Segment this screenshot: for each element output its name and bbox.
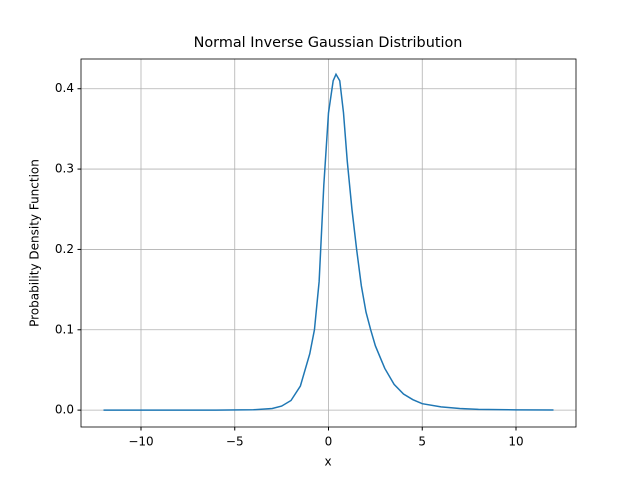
x-tick-label: −10: [128, 435, 153, 449]
x-tick-label: 10: [508, 435, 523, 449]
x-tick-label: −5: [226, 435, 244, 449]
y-tick-label: 0.2: [55, 242, 74, 256]
y-tick-label: 0.0: [55, 403, 74, 417]
x-axis-label: x: [324, 455, 331, 469]
y-tick-label: 0.1: [55, 322, 74, 336]
y-tick-label: 0.4: [55, 81, 74, 95]
x-tick-label: 5: [418, 435, 426, 449]
y-axis-label: Probability Density Function: [28, 159, 42, 327]
x-tick-label: 0: [325, 435, 333, 449]
y-tick-label: 0.3: [55, 162, 74, 176]
chart-title: Normal Inverse Gaussian Distribution: [194, 35, 463, 51]
plot-frame: [80, 58, 577, 428]
data-line: [103, 72, 554, 411]
